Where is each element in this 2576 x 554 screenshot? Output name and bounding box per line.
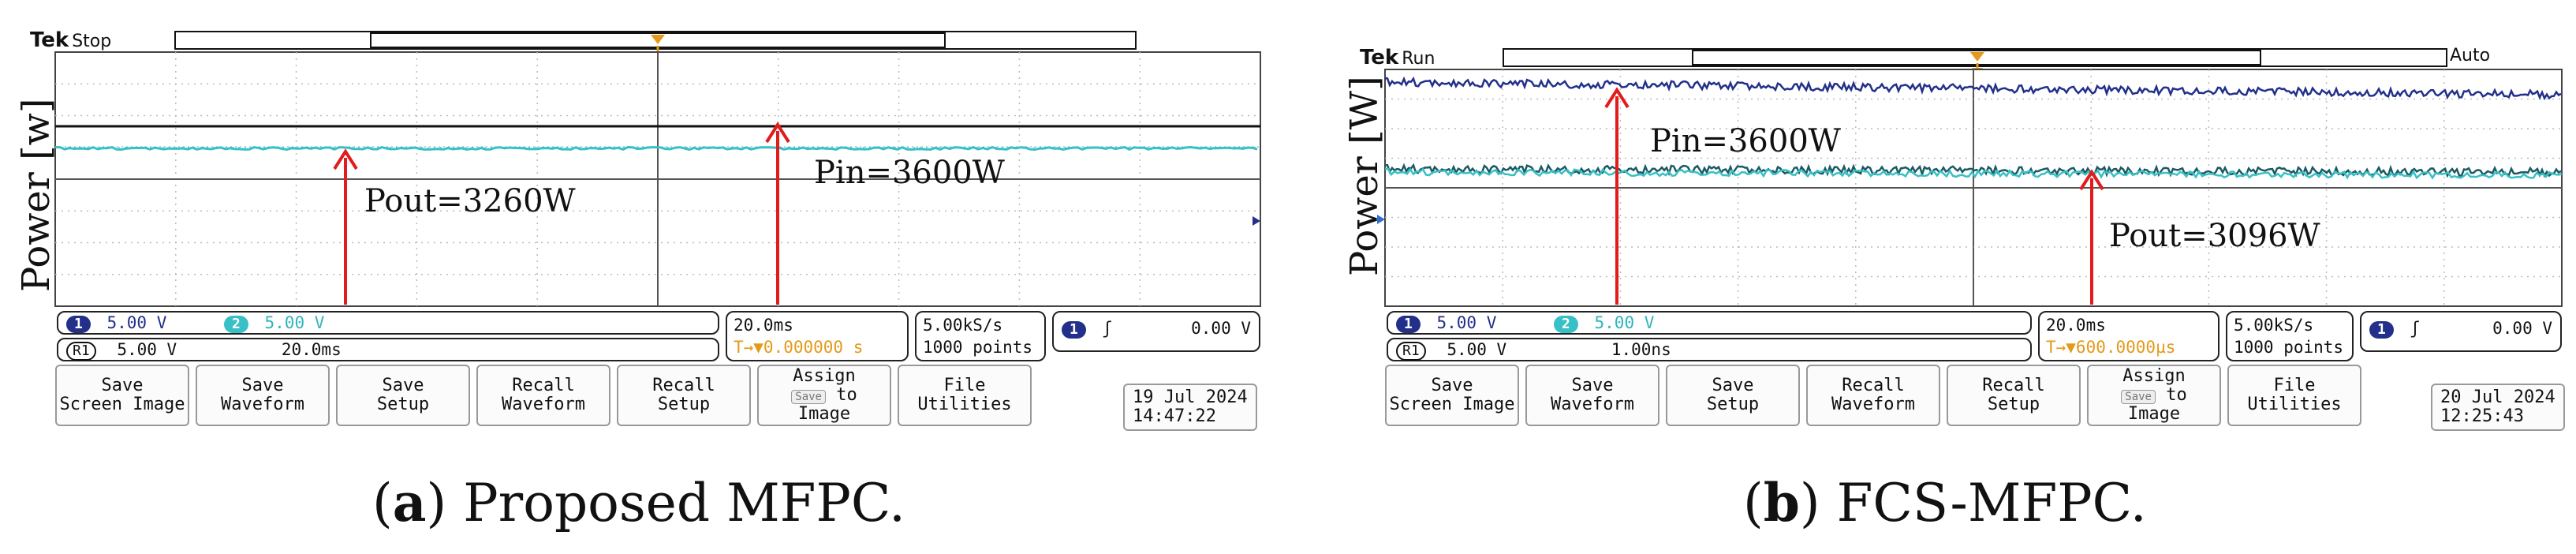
trigger-source-badge: 1 [2369, 321, 2394, 339]
record-length: 1000 points [2234, 338, 2344, 357]
date: 19 Jul 2024 [1133, 387, 1248, 407]
save-waveform-button[interactable]: Save Waveform [196, 365, 330, 426]
timebase-value: 20.0ms [734, 316, 793, 335]
pout-arrow [2079, 169, 2104, 305]
ref-time: 20.0ms [281, 340, 342, 359]
date: 20 Jul 2024 [2440, 387, 2555, 407]
run-state: Run [1402, 49, 1435, 69]
recall-waveform-button[interactable]: Recall Waveform [1806, 365, 1940, 426]
panel-a: Tek Stop Power [w] Pout=3260W Pin=3600W [0, 0, 1278, 554]
assign-save-button[interactable]: Assign Save to Image [757, 365, 891, 426]
ref-badge: R1 [66, 342, 96, 361]
ref-scale: 5.00 V [117, 340, 177, 359]
softkey-bar: Save Screen Image Save Waveform Save Setup … [55, 365, 1032, 426]
caption-a: (a) Proposed MFPC. [372, 472, 905, 533]
pin-label: Pin=3600W [1650, 123, 1841, 159]
softkey-bar: Save Screen Image Save Waveform Save Setup … [1385, 365, 2361, 426]
pout-trace [1384, 167, 2563, 180]
ch1-offset-marker [1253, 216, 1260, 226]
tek-logo: Tek [30, 28, 69, 52]
y-axis-label: Power [w] [14, 98, 58, 292]
file-utilities-button[interactable]: File Utilities [898, 365, 1032, 426]
trigger-level: 0.00 V [1191, 319, 1251, 338]
pout-trace [54, 145, 1258, 152]
trigger-slope-icon: ʃ [1102, 319, 1113, 338]
trigger-source-badge: 1 [1062, 321, 1086, 339]
tek-status: Tek Run [1360, 46, 1435, 69]
sample-rate: 5.00kS/s [2234, 316, 2314, 335]
trigger-readout[interactable]: 1 ʃ 0.00 V [2360, 311, 2562, 352]
acquisition-readout[interactable]: 5.00kS/s 1000 points [915, 311, 1046, 361]
reference-readout[interactable]: R1 5.00 V 1.00ns [1387, 338, 2032, 361]
y-axis-label: Power [W] [1342, 76, 1387, 276]
trigger-slope-icon: ʃ [2410, 319, 2421, 338]
trigger-mode: Auto [2450, 46, 2491, 66]
panel-b: Tek Run Auto Power [W] Pin=3600W Pout=309… [1333, 0, 2576, 554]
save-screen-image-button[interactable]: Save Screen Image [55, 365, 189, 426]
ref-time: 1.00ns [1611, 340, 1671, 359]
time: 14:47:22 [1133, 406, 1216, 426]
channel-readout[interactable]: 1 5.00 V 2 5.00 V [57, 311, 719, 335]
save-waveform-button[interactable]: Save Waveform [1525, 365, 1659, 426]
recall-setup-button[interactable]: Recall Setup [617, 365, 751, 426]
datetime-display: 19 Jul 2024 14:47:22 [1123, 384, 1257, 431]
pin-label: Pin=3600W [814, 155, 1005, 191]
recall-setup-button[interactable]: Recall Setup [1947, 365, 2081, 426]
channel-readout[interactable]: 1 5.00 V 2 5.00 V [1387, 311, 2032, 335]
ref-scale: 5.00 V [1447, 340, 1507, 359]
tek-status: Tek Stop [30, 28, 111, 52]
reference-readout[interactable]: R1 5.00 V 20.0ms [57, 338, 719, 361]
acquisition-readout[interactable]: 5.00kS/s 1000 points [2226, 311, 2354, 361]
caption-b: (b) FCS-MFPC. [1743, 472, 2147, 533]
assign-save-button[interactable]: Assign Save to Image [2087, 365, 2221, 426]
save-setup-button[interactable]: Save Setup [336, 365, 470, 426]
ch2-badge: 2 [224, 316, 248, 333]
trigger-level: 0.00 V [2492, 319, 2552, 338]
ch1-badge: 1 [66, 316, 91, 333]
waveform-display [54, 31, 1261, 307]
timebase-readout[interactable]: 20.0ms T→▼600.0000µs [2038, 311, 2219, 361]
file-utilities-button[interactable]: File Utilities [2227, 365, 2361, 426]
save-screen-image-button[interactable]: Save Screen Image [1385, 365, 1519, 426]
pin-arrow [1604, 87, 1630, 305]
ch2-scale: 5.00 V [264, 313, 325, 332]
time: 12:25:43 [2440, 406, 2524, 426]
trigger-position: T→▼0.000000 s [734, 338, 864, 357]
ch1-offset-marker [1377, 215, 1385, 224]
timebase-value: 20.0ms [2046, 316, 2106, 335]
ch2-scale: 5.00 V [1594, 313, 1655, 332]
sample-rate: 5.00kS/s [923, 316, 1003, 335]
pin-trace [1384, 76, 2562, 101]
tek-logo: Tek [1360, 46, 1399, 69]
pout-label: Pout=3096W [2109, 218, 2320, 254]
ref-badge: R1 [1396, 342, 1426, 361]
save-setup-button[interactable]: Save Setup [1666, 365, 1800, 426]
pout-arrow [333, 148, 358, 305]
ch1-scale: 5.00 V [106, 313, 167, 332]
trigger-position: T→▼600.0000µs [2046, 338, 2176, 357]
ch2-badge: 2 [1554, 316, 1578, 333]
trigger-readout[interactable]: 1 ʃ 0.00 V [1052, 311, 1260, 352]
recall-waveform-button[interactable]: Recall Waveform [476, 365, 610, 426]
ch1-badge: 1 [1396, 316, 1421, 333]
timebase-readout[interactable]: 20.0ms T→▼0.000000 s [726, 311, 909, 361]
run-state: Stop [72, 32, 112, 51]
waveform-display [1377, 48, 2563, 307]
ch1-scale: 5.00 V [1436, 313, 1497, 332]
pin-arrow [765, 122, 790, 305]
record-length: 1000 points [923, 338, 1033, 357]
datetime-display: 20 Jul 2024 12:25:43 [2431, 384, 2565, 431]
pout-label: Pout=3260W [364, 183, 576, 219]
